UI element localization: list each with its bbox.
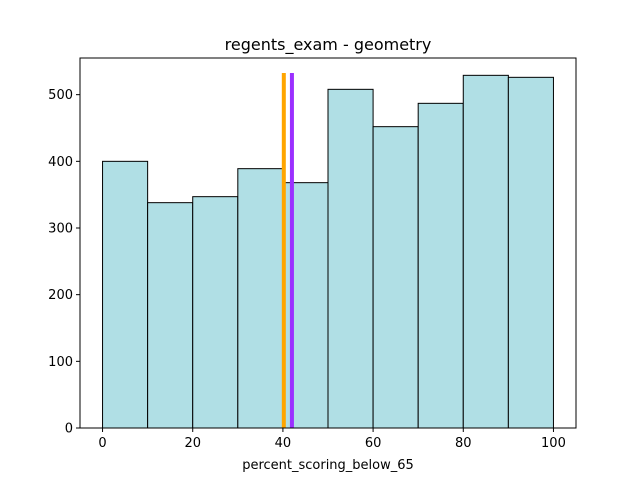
x-tick-label: 80 xyxy=(455,436,472,451)
x-axis-ticks: 0 20 40 60 80 100 xyxy=(98,428,566,451)
y-tick-label: 100 xyxy=(48,355,73,370)
histogram-bar xyxy=(192,196,239,429)
histogram-bar xyxy=(372,126,419,429)
y-axis-ticks: 0 100 200 300 400 500 xyxy=(48,88,80,437)
x-tick-label: 100 xyxy=(541,436,566,451)
y-tick-label: 300 xyxy=(48,222,73,237)
histogram-bar xyxy=(102,160,149,429)
histogram-bar xyxy=(507,76,554,429)
x-axis-label: percent_scoring_below_65 xyxy=(242,458,414,473)
y-tick-label: 400 xyxy=(48,155,73,170)
histogram-bar xyxy=(462,74,509,429)
histogram-bar xyxy=(237,168,284,429)
x-tick-label: 20 xyxy=(184,436,201,451)
reference-lines xyxy=(281,73,294,428)
y-tick-label: 200 xyxy=(48,288,73,303)
bars-group xyxy=(102,74,554,429)
histogram-bar xyxy=(282,182,329,429)
y-tick-label: 500 xyxy=(48,88,73,103)
x-tick-label: 0 xyxy=(98,436,106,451)
histogram-bar xyxy=(417,102,464,429)
histogram-bar xyxy=(327,88,374,429)
y-tick-label: 0 xyxy=(65,422,73,437)
histogram-bar xyxy=(147,202,194,429)
chart-title: regents_exam - geometry xyxy=(225,35,432,55)
axes-frame xyxy=(79,57,577,429)
x-tick-label: 40 xyxy=(275,436,292,451)
x-tick-label: 60 xyxy=(365,436,382,451)
